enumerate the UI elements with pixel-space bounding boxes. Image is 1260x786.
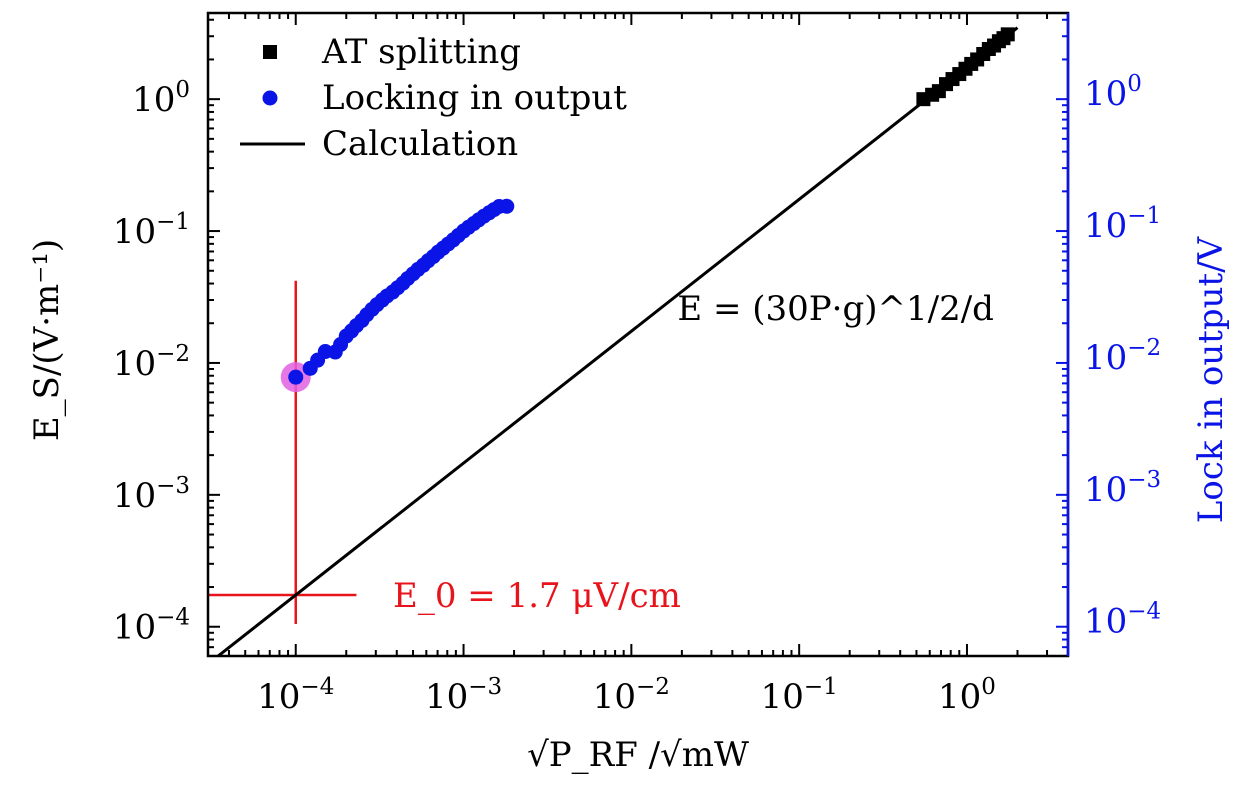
data-layer xyxy=(208,26,1019,656)
legend-label: Locking in output xyxy=(322,78,627,118)
y-tick-label-right: 10−4 xyxy=(1084,599,1161,642)
y-tick-label-left: 10−3 xyxy=(113,473,190,516)
text-layer: 10−4 10−3 10−2 10−1 100 10−4 10−3 10−2 10−1 100 10… xyxy=(27,71,1231,775)
legend-label: Calculation xyxy=(322,124,518,164)
y-axis-label-left: E_S/(V·m⁻¹) xyxy=(27,239,67,441)
y-tick-label-left: 10−1 xyxy=(113,209,190,252)
x-tick-label: 10−2 xyxy=(593,674,670,717)
formula-annotation: E = (30P·g)^1/2/d xyxy=(677,289,994,329)
legend-marker-circle xyxy=(262,90,278,106)
y-tick-label-right: 10−2 xyxy=(1084,335,1161,378)
e0-annotation: E_0 = 1.7 μV/cm xyxy=(393,576,681,616)
y-tick-label-left: 100 xyxy=(132,77,190,120)
legend-label: AT splitting xyxy=(321,32,521,72)
locking-point xyxy=(288,369,304,385)
x-tick-label: 10−1 xyxy=(761,674,838,717)
at-splitting-point xyxy=(1000,27,1015,42)
y-tick-label-right: 10−1 xyxy=(1084,203,1161,246)
legend-marker-square xyxy=(263,45,277,59)
legend: AT splitting Locking in output Calculation xyxy=(240,32,627,164)
y-tick-label-right: 10−3 xyxy=(1084,467,1161,510)
x-tick-label: 100 xyxy=(938,674,996,717)
y-tick-label-right: 100 xyxy=(1084,71,1142,114)
y-axis-label-right: Lock in output/V xyxy=(1191,235,1231,523)
y-tick-label-left: 10−4 xyxy=(113,605,190,648)
x-tick-label: 10−3 xyxy=(425,674,502,717)
locking-point xyxy=(499,198,515,214)
calculation-line xyxy=(215,26,1019,656)
x-tick-label: 10−4 xyxy=(257,674,334,717)
x-axis-label: √P_RF /√mW xyxy=(527,735,749,775)
y-tick-label-left: 10−2 xyxy=(113,341,190,384)
